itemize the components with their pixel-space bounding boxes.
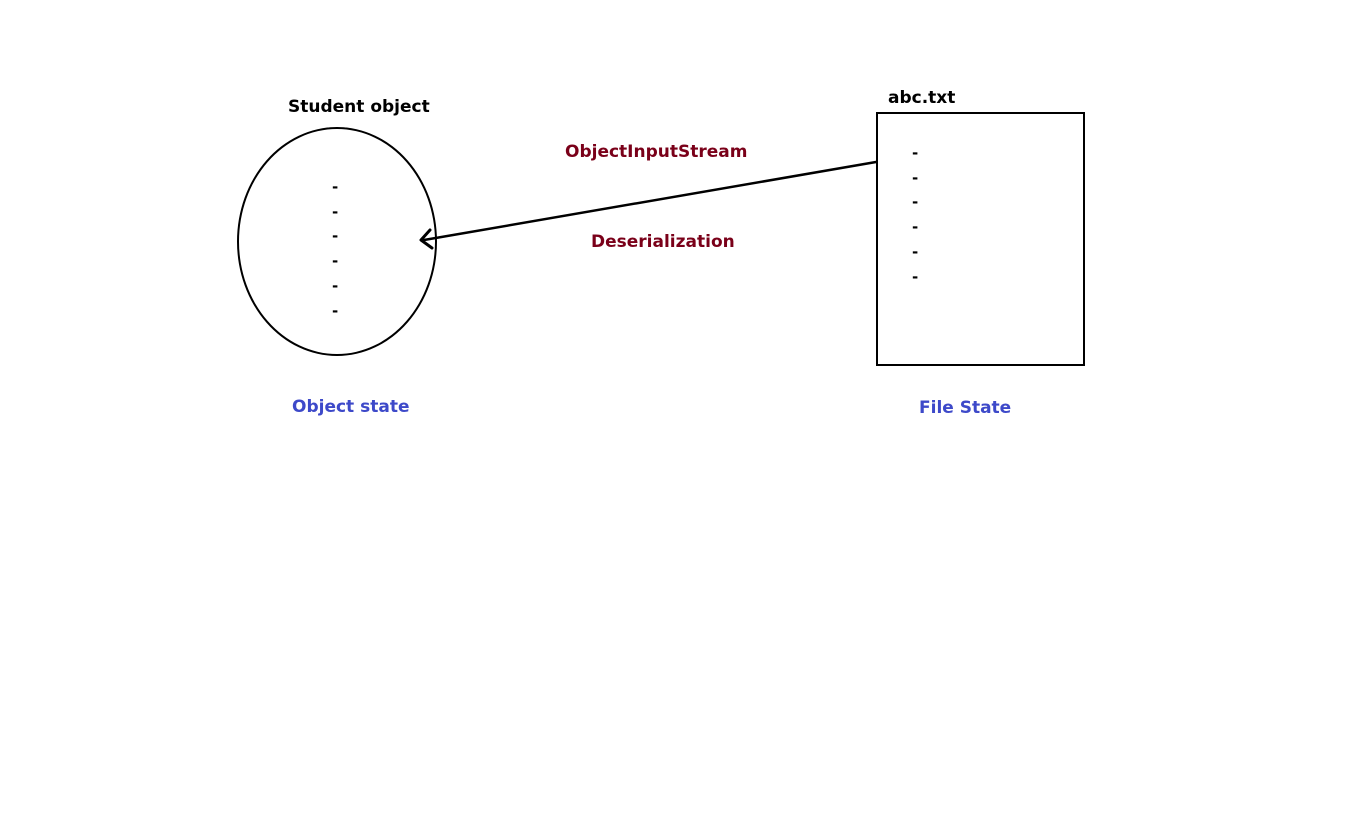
object-state-caption: Object state	[292, 397, 410, 417]
student-object-title: Student object	[288, 97, 430, 117]
file-field-dash: -	[912, 193, 919, 211]
object-field-dash: -	[332, 178, 339, 196]
object-input-stream-label: ObjectInputStream	[565, 142, 748, 162]
file-field-dash: -	[912, 268, 919, 286]
object-field-dash: -	[332, 227, 339, 245]
object-field-dash: -	[332, 277, 339, 295]
file-title: abc.txt	[888, 88, 956, 108]
file-field-dash: -	[912, 144, 919, 162]
file-field-dash: -	[912, 218, 919, 236]
file-state-caption: File State	[919, 398, 1012, 418]
object-field-dash: -	[332, 252, 339, 270]
file-field-dash: -	[912, 243, 919, 261]
arrow-shaft	[422, 160, 878, 242]
student-object-ellipse	[237, 127, 437, 356]
deserialization-label: Deserialization	[591, 232, 735, 252]
file-field-dash: -	[912, 169, 919, 187]
file-rectangle	[876, 112, 1085, 366]
object-field-dash: -	[332, 203, 339, 221]
object-field-dash: -	[332, 302, 339, 320]
